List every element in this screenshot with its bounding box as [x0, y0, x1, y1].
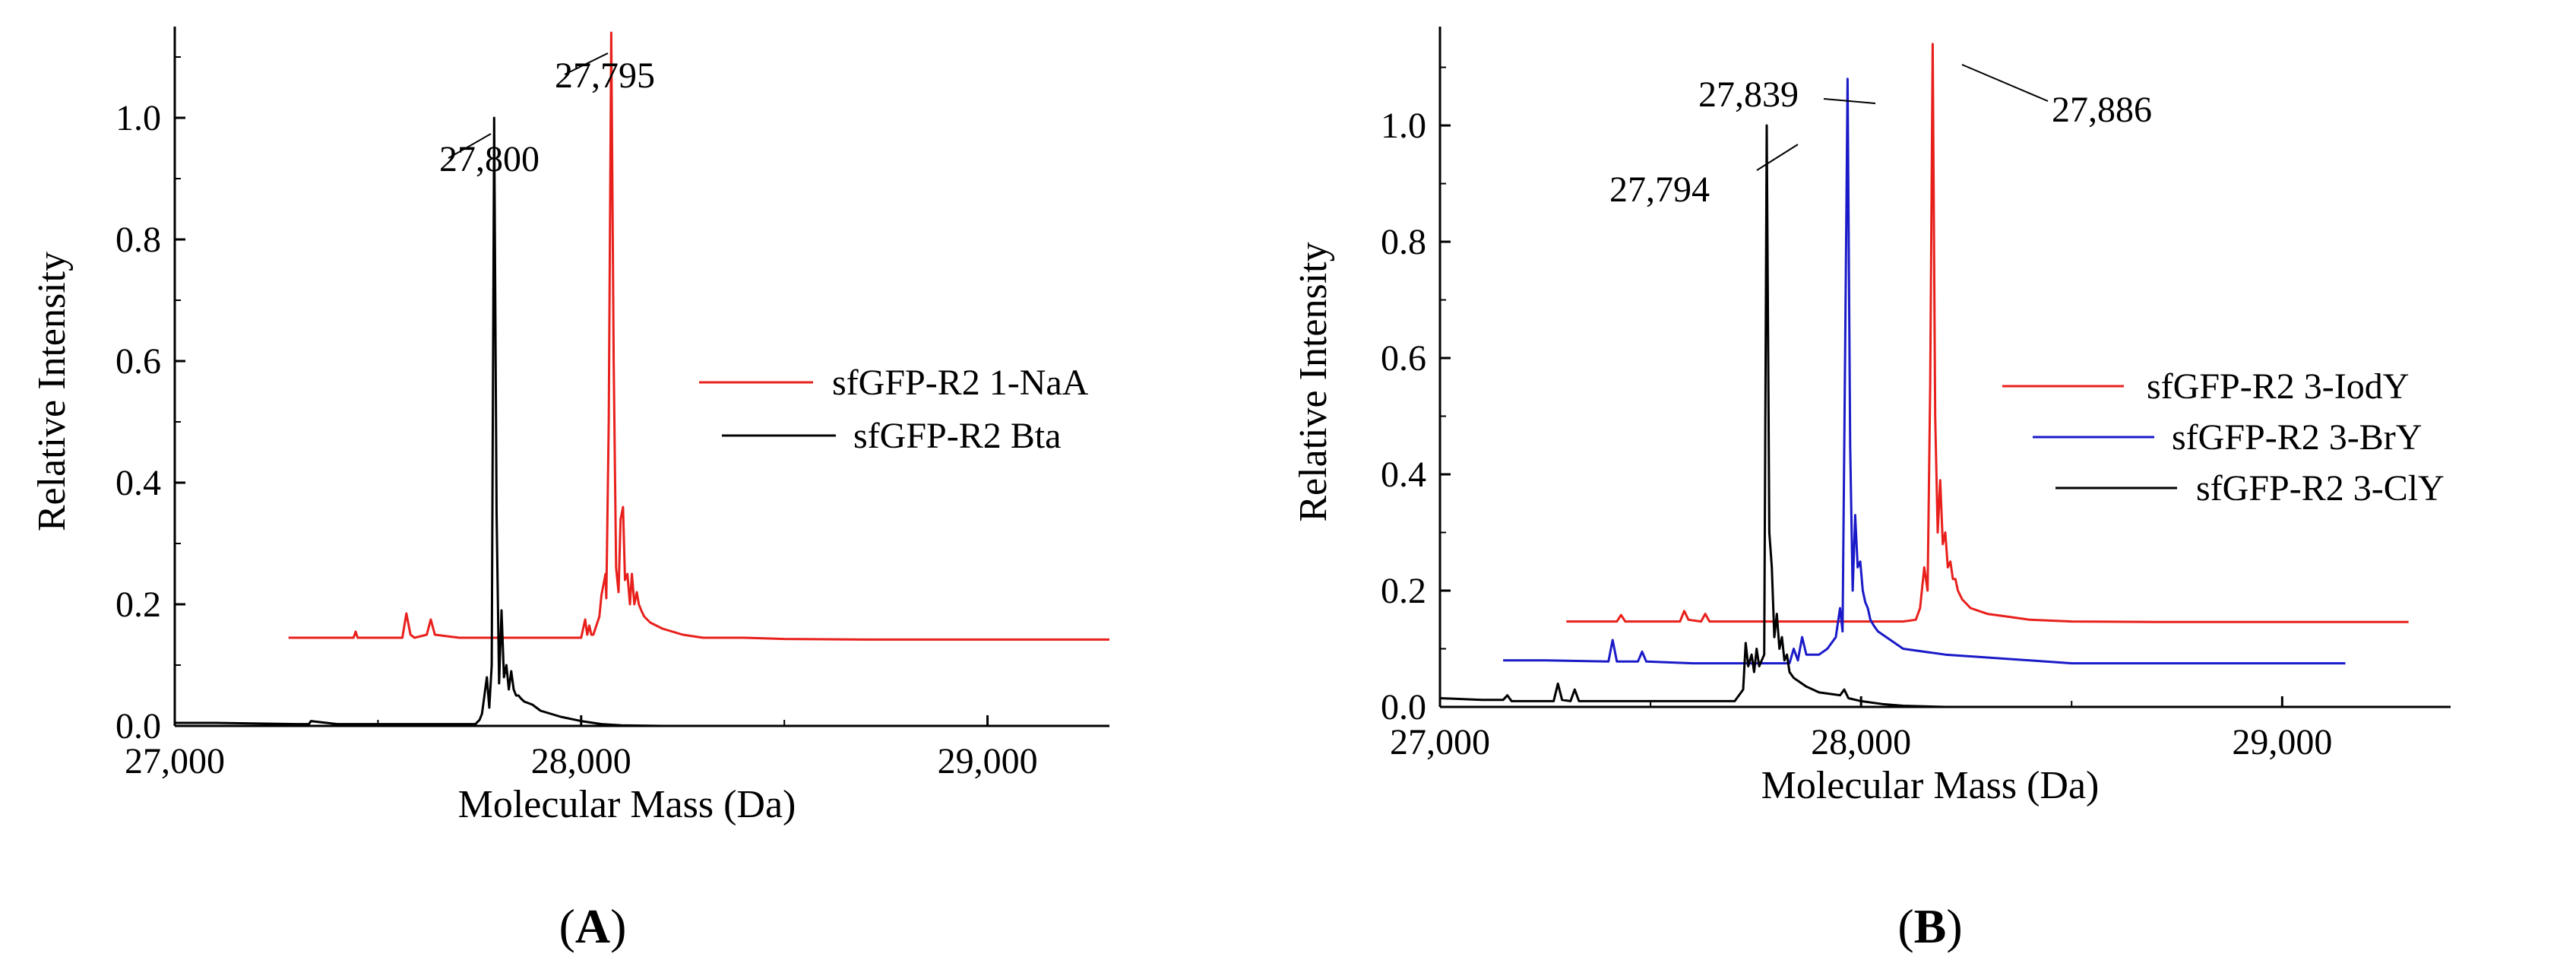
peak-label: 27,794	[1609, 170, 1710, 210]
x-tick-label: 27,000	[1390, 722, 1490, 762]
peak-leader-line	[1961, 64, 2049, 102]
y-tick-label: 0.4	[1381, 455, 1426, 495]
y-tick-label: 0.6	[116, 341, 161, 382]
series-line-sfgfp-r2-3-cly	[1439, 124, 2030, 708]
x-axis-title: Molecular Mass (Da)	[458, 783, 796, 826]
peak-label: 27,839	[1698, 74, 1799, 115]
y-tick-label: 0.4	[116, 463, 161, 503]
y-axis-title: Relative Intensity	[1292, 242, 1335, 521]
x-tick-label: 28,000	[531, 741, 631, 781]
peak-leader-line	[1756, 144, 1799, 171]
x-tick-label: 29,000	[2232, 722, 2332, 762]
series-line-sfgfp-r2-1-naa	[288, 31, 1109, 641]
legend-label: sfGFP-R2 3-BrY	[2172, 417, 2422, 458]
peak-label: 27,795	[555, 55, 655, 96]
y-axis-title: Relative Intensity	[30, 252, 74, 531]
panel-a: 0.0 0.2 0.4 0.6 0.8 1.0 27,000 28,000 29,000 Mole…	[30, 27, 1109, 953]
panel-letter: (A)	[559, 899, 627, 953]
panel-letter-text: B	[1914, 899, 1947, 953]
peak-leader-line	[1823, 98, 1876, 104]
y-tick-label: 0.8	[116, 220, 161, 260]
y-tick-label: 0.2	[1381, 571, 1426, 611]
x-tick-label: 29,000	[938, 741, 1038, 781]
legend-label: sfGFP-R2 1-NaA	[832, 363, 1089, 403]
series-line-sfgfp-r2-3-iody	[1566, 43, 2409, 623]
y-tick-label: 1.0	[116, 98, 161, 138]
panel-paren-open: (	[559, 899, 575, 953]
y-tick-label: 0.0	[1381, 687, 1426, 727]
x-tick-label: 28,000	[1811, 722, 1911, 762]
x-axis-title: Molecular Mass (Da)	[1761, 764, 2100, 807]
panel-b: 0.0 0.2 0.4 0.6 0.8 1.0 27,000 28,000 29,000 Mole…	[1292, 27, 2451, 953]
legend-label: sfGFP-R2 3-IodY	[2147, 366, 2409, 407]
series-line-sfgfp-r2-bta	[175, 116, 663, 727]
y-tick-label: 0.8	[1381, 222, 1426, 262]
series-line-sfgfp-r2-3-bry	[1503, 78, 2346, 665]
x-tick-label: 27,000	[125, 741, 225, 781]
y-tick-label: 1.0	[1381, 106, 1426, 146]
panel-paren-open: (	[1897, 899, 1913, 953]
legend-label: sfGFP-R2 Bta	[853, 416, 1061, 456]
y-tick-label: 0.0	[116, 706, 161, 746]
panel-letter: (B)	[1897, 899, 1962, 953]
panel-letter-text: A	[575, 899, 610, 953]
peak-label: 27,800	[439, 139, 540, 179]
y-tick-label: 0.2	[116, 585, 161, 625]
peak-leader-line	[448, 133, 492, 159]
peak-label: 27,886	[2052, 90, 2152, 130]
y-tick-label: 0.6	[1381, 338, 1426, 379]
legend-label: sfGFP-R2 3-ClY	[2196, 468, 2445, 509]
panel-paren-close: )	[1946, 899, 1962, 953]
peak-leader-line	[564, 52, 609, 75]
panel-paren-close: )	[610, 899, 626, 953]
